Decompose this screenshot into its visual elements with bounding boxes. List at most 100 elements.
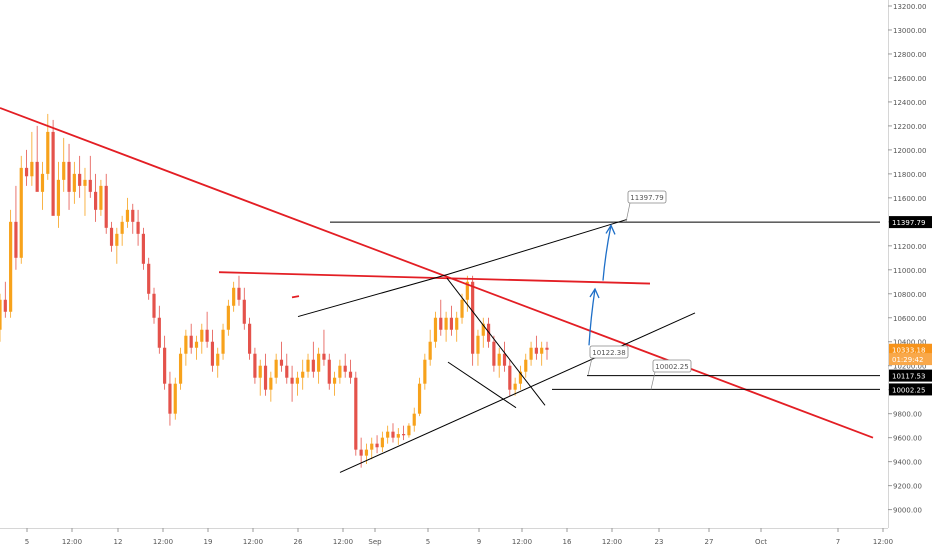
y-tick-label: 10600.00	[893, 315, 926, 323]
callout-pointer	[587, 357, 593, 376]
candle	[354, 377, 358, 450]
candle	[343, 365, 347, 372]
candle	[433, 317, 438, 342]
level-callout-box[interactable]	[627, 190, 667, 204]
candle	[423, 359, 427, 384]
candle	[83, 179, 87, 186]
candle	[285, 365, 289, 378]
candle	[173, 383, 177, 414]
candle	[88, 179, 92, 192]
candle	[471, 281, 475, 354]
support-trendline[interactable]	[446, 218, 628, 276]
candle	[460, 299, 464, 318]
candle	[226, 305, 230, 330]
candle	[35, 161, 39, 192]
candle	[14, 221, 18, 258]
support-trendline[interactable]	[339, 312, 696, 473]
candle	[3, 299, 7, 312]
level-callout-label: 10122.38	[592, 349, 625, 357]
candle	[412, 413, 416, 426]
y-tick-label: 9600.00	[893, 435, 922, 443]
candle	[109, 227, 114, 246]
x-tick-label: 23	[655, 538, 664, 546]
candle	[444, 317, 448, 330]
candle	[269, 377, 273, 390]
y-tick-label: 12200.00	[893, 123, 926, 131]
price-tag-label: 10117.53	[892, 373, 925, 381]
candle	[56, 179, 61, 216]
candle	[449, 317, 454, 330]
candle	[476, 335, 480, 354]
x-tick-label: Sep	[368, 538, 382, 546]
candle	[263, 365, 268, 390]
support-trendline[interactable]	[446, 277, 546, 406]
x-tick-label: 19	[204, 538, 213, 546]
y-tick-label: 9400.00	[893, 459, 922, 467]
support-trendline[interactable]	[447, 361, 517, 409]
price-axis[interactable]	[888, 0, 932, 550]
level-callout-box[interactable]	[652, 359, 692, 373]
candle	[417, 383, 422, 414]
candle	[242, 299, 246, 324]
candle	[545, 347, 549, 350]
price-tag	[889, 369, 932, 382]
y-tick-label: 10400.00	[893, 339, 926, 347]
y-tick-label: 12400.00	[893, 99, 926, 107]
y-tick-label: 13000.00	[893, 27, 926, 35]
x-tick-label: Oct	[755, 538, 767, 546]
candle	[455, 317, 459, 330]
candle	[327, 359, 331, 384]
candle	[465, 281, 469, 300]
candle	[274, 359, 278, 378]
candle	[534, 347, 538, 354]
y-tick-label: 12000.00	[893, 147, 926, 155]
level-callout-box[interactable]	[589, 345, 629, 359]
candle	[104, 185, 108, 228]
x-tick-label: 16	[563, 538, 572, 546]
projection-arrow[interactable]	[588, 288, 596, 346]
candle	[529, 347, 533, 360]
y-tick-label: 12800.00	[893, 51, 926, 59]
x-tick-label: 12	[114, 538, 123, 546]
resistance-trendline[interactable]	[291, 295, 300, 299]
candle	[428, 341, 432, 360]
callout-pointer	[650, 371, 656, 390]
price-tag	[889, 383, 932, 396]
support-trendline[interactable]	[297, 274, 448, 318]
y-tick-label: 11800.00	[893, 171, 926, 179]
candle	[131, 209, 135, 222]
price-tag-label: 01:29:42	[892, 356, 923, 364]
candle	[492, 341, 496, 366]
x-tick-label: 5	[25, 538, 29, 546]
candle	[178, 353, 183, 384]
projection-arrow[interactable]	[602, 225, 612, 281]
candle	[120, 221, 124, 234]
candle	[205, 329, 209, 342]
candle	[317, 353, 321, 372]
y-tick-label: 9800.00	[893, 411, 922, 419]
candle	[348, 371, 353, 378]
candle	[125, 209, 130, 222]
candle	[115, 233, 119, 246]
candle	[216, 353, 220, 366]
candle	[163, 347, 167, 384]
candle	[396, 434, 400, 438]
candle	[322, 353, 326, 360]
arrow-head-icon	[605, 224, 616, 235]
x-tick-label: 27	[705, 538, 714, 546]
y-tick-label: 12600.00	[893, 75, 926, 83]
candle	[46, 131, 50, 174]
candle	[481, 323, 485, 336]
candle	[152, 293, 156, 318]
candle	[497, 353, 501, 366]
x-tick-label: 12:00	[602, 538, 622, 546]
candle	[157, 317, 161, 348]
price-tag	[889, 216, 932, 229]
resistance-trendline[interactable]	[0, 107, 874, 439]
x-tick-label: 7	[836, 538, 840, 546]
candle	[248, 323, 252, 354]
x-tick-label: 12:00	[333, 538, 353, 546]
candle	[364, 449, 369, 456]
